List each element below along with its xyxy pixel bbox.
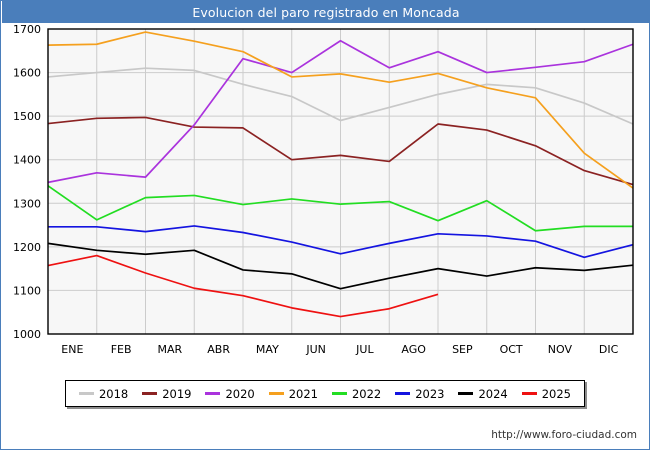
legend-swatch-icon xyxy=(268,392,284,395)
legend-item-label: 2021 xyxy=(288,386,319,401)
x-tick-label: MAY xyxy=(256,343,279,356)
line-chart: 1000 1100 1200 1300 1400 1500 1600 1700 ENE FEB M… xyxy=(13,23,634,356)
legend-item-label: 2018 xyxy=(98,386,129,401)
legend-item-label: 2019 xyxy=(162,386,192,401)
series-line-2023 xyxy=(48,225,634,259)
legend-item-label: 2024 xyxy=(478,386,508,401)
y-tick-label: 1200 xyxy=(13,241,41,254)
legend-item-label: 2025 xyxy=(541,386,572,401)
legend-swatch-icon xyxy=(458,392,474,395)
legend-item-2025[interactable]: 2025 xyxy=(521,386,572,401)
x-tick-label: AGO xyxy=(401,343,426,356)
x-tick-label: OCT xyxy=(500,343,523,356)
chart-canvas: 1000 1100 1200 1300 1400 1500 1600 1700 ENE FEB M… xyxy=(1,23,649,363)
x-tick-label: MAR xyxy=(158,343,183,356)
series-line-2024 xyxy=(47,242,634,290)
legend-item-2018[interactable]: 2018 xyxy=(78,386,129,401)
legend-item-label: 2023 xyxy=(415,386,445,401)
legend-swatch-icon xyxy=(78,392,94,395)
x-tick-label: DIC xyxy=(599,343,619,356)
x-tick-label: FEB xyxy=(111,343,132,356)
x-tick-label: NOV xyxy=(548,343,573,356)
legend-item-2020[interactable]: 2020 xyxy=(205,386,255,401)
page-title: Evolucion del paro registrado en Moncada xyxy=(2,1,649,23)
series-line-2018 xyxy=(47,67,634,125)
y-tick-label: 1400 xyxy=(13,154,41,167)
y-tick-label: 1300 xyxy=(13,197,41,210)
chart-legend: 2018 2019 2020 2021 2022 2023 2024 2025 xyxy=(65,380,585,407)
legend-item-label: 2022 xyxy=(351,386,382,401)
grid-lines xyxy=(48,29,633,334)
x-tick-label: ENE xyxy=(61,343,83,356)
axis-frame xyxy=(47,28,634,335)
legend-item-2023[interactable]: 2023 xyxy=(395,386,445,401)
y-tick-label: 1500 xyxy=(13,110,41,123)
legend-item-label: 2020 xyxy=(225,386,255,401)
series-line-2020 xyxy=(47,39,634,184)
series-line-2021 xyxy=(47,31,634,189)
y-tick-label: 1700 xyxy=(13,23,41,36)
legend-swatch-icon xyxy=(142,392,158,395)
x-tick-label: SEP xyxy=(452,343,473,356)
legend-swatch-icon xyxy=(205,392,221,395)
x-tick-label: JUN xyxy=(305,343,326,356)
series-line-2025 xyxy=(47,254,439,318)
series-line-2022 xyxy=(47,185,633,232)
legend-swatch-icon xyxy=(521,392,537,395)
legend-item-2024[interactable]: 2024 xyxy=(458,386,508,401)
source-url: http://www.foro-ciudad.com xyxy=(491,429,637,441)
series-line-2019 xyxy=(47,116,634,186)
series-lines xyxy=(47,31,634,318)
x-tick-label: ABR xyxy=(207,343,230,356)
y-tick-label: 1100 xyxy=(13,284,41,297)
legend-swatch-icon xyxy=(395,392,411,395)
legend-item-2019[interactable]: 2019 xyxy=(142,386,192,401)
x-tick-label: JUL xyxy=(355,343,374,356)
legend-swatch-icon xyxy=(331,392,347,395)
legend-item-2021[interactable]: 2021 xyxy=(268,386,319,401)
y-tick-label: 1600 xyxy=(13,67,41,80)
legend-item-2022[interactable]: 2022 xyxy=(331,386,382,401)
y-axis-tick-labels: 1000 1100 1200 1300 1400 1500 1600 1700 xyxy=(13,23,41,341)
x-axis-tick-labels: ENE FEB MAR ABR MAY JUN JUL AGO SEP OCT NOV DIC xyxy=(61,343,618,356)
y-tick-label: 1000 xyxy=(13,328,41,341)
